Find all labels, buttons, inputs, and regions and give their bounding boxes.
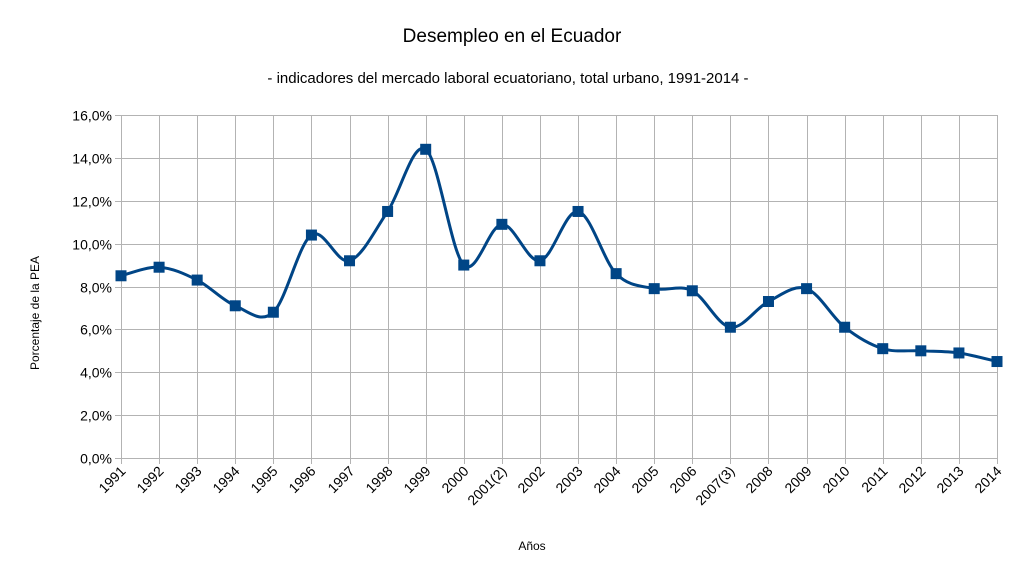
data-point-2007(3) [724,321,736,333]
data-point-2010 [839,321,851,333]
data-point-1996 [305,229,317,241]
y-tick-label: 12,0% [72,194,112,210]
data-markers [115,143,1003,368]
x-tick-label: 1995 [247,463,280,496]
x-tick-label: 1994 [209,463,242,496]
y-axis-ticks: 0,0% 2,0% 4,0% 6,0% 8,0% 10,0% 12,0% 14,0% 16,0% [72,108,112,467]
data-point-1995 [267,306,279,318]
gridlines [115,115,998,464]
x-tick-label: 1997 [324,463,357,496]
data-point-2002 [534,255,546,267]
data-point-2013 [953,347,965,359]
x-tick-label: 2013 [933,463,966,496]
data-point-2005 [648,283,660,295]
data-point-1993 [191,274,203,286]
x-tick-label: 2010 [819,463,852,496]
x-tick-label: 2006 [666,463,699,496]
data-point-2009 [801,283,813,295]
y-tick-label: 8,0% [80,280,112,296]
x-tick-label: 2001(2) [464,463,509,508]
x-tick-label: 2007(3) [692,463,737,508]
y-tick-label: 4,0% [80,365,112,381]
data-point-2006 [686,285,698,297]
y-tick-label: 10,0% [72,237,112,253]
x-axis-ticks: 1991 1992 1993 1994 1995 1996 1997 1998 1999 2000… [95,463,1004,509]
x-axis-label: Años [518,539,545,553]
chart-title: Desempleo en el Ecuador [403,26,622,47]
x-tick-label: 1996 [285,463,318,496]
data-point-2011 [877,343,889,355]
x-tick-label: 2014 [971,463,1004,496]
y-tick-label: 16,0% [72,108,112,124]
x-tick-label: 1999 [400,463,433,496]
x-tick-label: 2002 [514,463,547,496]
data-point-2003 [572,205,584,217]
x-tick-label: 2004 [590,463,623,496]
x-tick-label: 2003 [552,463,585,496]
data-point-1997 [344,255,356,267]
chart-subtitle: - indicadores del mercado laboral ecuato… [267,70,748,87]
x-tick-label: 2012 [895,463,928,496]
x-tick-label: 1998 [362,463,395,496]
x-tick-label: 1993 [171,463,204,496]
data-point-2001(2) [496,218,508,230]
data-point-2000 [458,259,470,271]
x-tick-label: 1991 [95,463,128,496]
data-point-1998 [382,205,394,217]
x-tick-label: 2005 [628,463,661,496]
y-tick-label: 2,0% [80,408,112,424]
data-point-2004 [610,268,622,280]
y-tick-label: 14,0% [72,151,112,167]
x-tick-label: 1992 [133,463,166,496]
x-tick-label: 2011 [858,463,891,496]
data-point-1991 [115,270,127,282]
y-axis-label: Porcentaje de la PEA [28,256,42,370]
y-tick-label: 6,0% [80,322,112,338]
data-point-1999 [420,143,432,155]
data-point-2014 [991,356,1003,368]
x-tick-label: 2008 [742,463,775,496]
data-point-1992 [153,261,165,273]
data-point-1994 [229,300,241,312]
data-point-2012 [915,345,927,357]
x-tick-label: 2000 [438,463,471,496]
data-point-2008 [762,296,774,308]
y-tick-label: 0,0% [80,451,112,467]
x-tick-label: 2009 [781,463,814,496]
